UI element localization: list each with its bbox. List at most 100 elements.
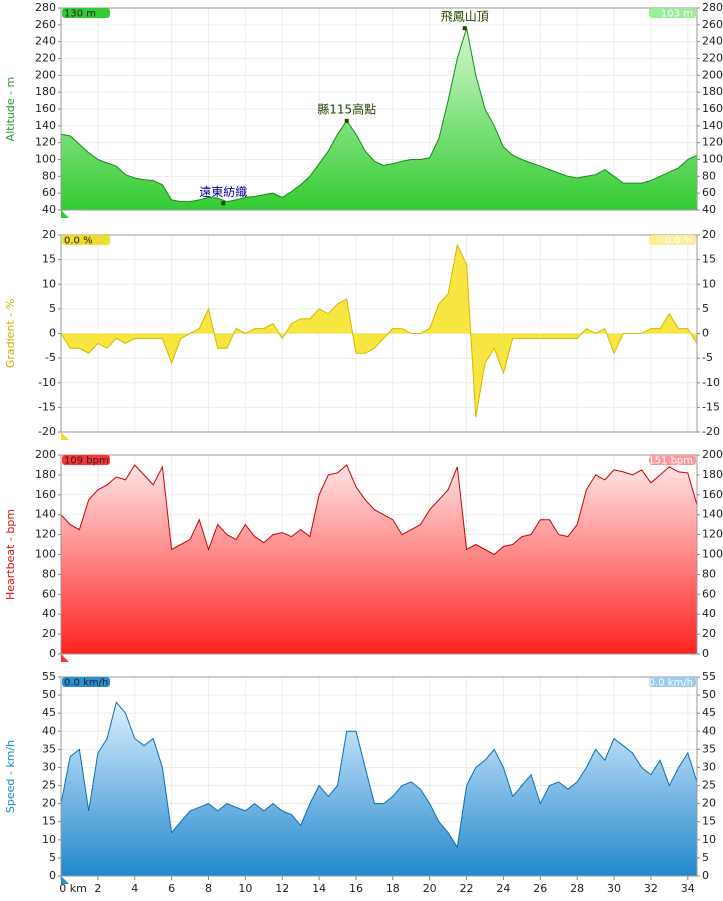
y-tick-label: 0 <box>49 869 56 882</box>
y-axis-label: Gradient - % <box>4 299 17 368</box>
y-tick-label: 280 <box>35 1 56 14</box>
y-axis-label: Speed - km/h <box>4 740 17 813</box>
y-tick-label-right: 0 <box>702 869 709 882</box>
y-tick-label: 20 <box>42 627 56 640</box>
x-tick-label: 20 <box>423 882 437 895</box>
y-tick-label-right: 60 <box>702 587 716 600</box>
y-tick-label: 25 <box>42 779 56 792</box>
start-label: 109 bpm <box>64 456 109 467</box>
corner-marker <box>61 432 69 440</box>
area-line <box>60 28 698 203</box>
y-tick-label-right: 40 <box>702 724 716 737</box>
x-tick-label: 6 <box>168 882 175 895</box>
y-tick-label: 0 <box>49 327 56 340</box>
annotation-label: 飛鳳山頂 <box>441 10 489 24</box>
y-tick-label-right: 100 <box>702 548 723 561</box>
plot-frame <box>60 7 698 211</box>
x-tick-label: 8 <box>205 882 212 895</box>
x-tick-label: 30 <box>607 882 621 895</box>
annotation-marker <box>344 118 349 123</box>
area-line <box>60 701 698 849</box>
y-tick-label: -10 <box>38 376 56 389</box>
area-fill <box>61 28 697 211</box>
y-tick-label: 10 <box>42 277 56 290</box>
y-tick-label-right: -15 <box>702 400 720 413</box>
y-tick-label-right: 55 <box>702 670 716 683</box>
y-tick-label: 100 <box>35 153 56 166</box>
y-tick-label: 20 <box>42 228 56 241</box>
y-tick-label-right: -5 <box>702 351 713 364</box>
x-tick-label: 14 <box>312 882 326 895</box>
y-tick-label-right: 60 <box>702 186 716 199</box>
y-tick-label-right: 0 <box>702 327 709 340</box>
y-tick-label: 40 <box>42 607 56 620</box>
start-badge <box>62 235 110 245</box>
y-tick-label-right: 200 <box>702 68 723 81</box>
plot-frame <box>60 454 698 655</box>
y-tick-label: 30 <box>42 760 56 773</box>
x-tick-label: 22 <box>460 882 474 895</box>
annotation-label: 遠東紡織 <box>199 184 247 199</box>
y-tick-label: -15 <box>38 400 56 413</box>
start-label: 0.0 % <box>64 236 93 247</box>
y-tick-label: 60 <box>42 186 56 199</box>
y-tick-label: 220 <box>35 52 56 65</box>
plot-frame <box>60 234 698 433</box>
x-tick-label: 32 <box>644 882 658 895</box>
y-tick-label-right: 180 <box>702 468 723 481</box>
y-tick-label-right: 20 <box>702 797 716 810</box>
y-tick-label-right: 5 <box>702 302 709 315</box>
y-tick-label-right: 80 <box>702 567 716 580</box>
x-tick-label: 18 <box>386 882 400 895</box>
y-tick-label: 45 <box>42 706 56 719</box>
y-axis-label: Altitude - m <box>4 77 17 142</box>
x-tick-label: 12 <box>275 882 289 895</box>
y-tick-label-right: 20 <box>702 627 716 640</box>
y-tick-label-right: 0 <box>702 647 709 660</box>
y-tick-label: 10 <box>42 833 56 846</box>
y-tick-label: 180 <box>35 468 56 481</box>
x-tick-label: 16 <box>349 882 363 895</box>
end-badge <box>649 235 696 245</box>
y-tick-label: 100 <box>35 548 56 561</box>
corner-marker <box>61 654 69 662</box>
y-tick-label-right: 120 <box>702 136 723 149</box>
start-badge <box>62 677 110 687</box>
y-tick-label: 80 <box>42 169 56 182</box>
y-tick-label-right: 160 <box>702 488 723 501</box>
y-tick-label-right: 140 <box>702 119 723 132</box>
y-tick-label: 5 <box>49 851 56 864</box>
y-tick-label: 160 <box>35 488 56 501</box>
y-tick-label-right: 10 <box>702 833 716 846</box>
area-fill <box>61 465 697 654</box>
start-label: 0.0 km/h <box>64 678 108 689</box>
start-label: 130 m <box>64 9 96 20</box>
area-line <box>60 243 698 418</box>
y-tick-label-right: 80 <box>702 169 716 182</box>
y-tick-label-right: 120 <box>702 528 723 541</box>
end-label: 0.0 % <box>664 236 693 247</box>
x-tick-label: 34 <box>681 882 695 895</box>
area-fill <box>61 702 697 876</box>
y-tick-label-right: 35 <box>702 742 716 755</box>
y-tick-label: 160 <box>35 102 56 115</box>
y-tick-label: 15 <box>42 815 56 828</box>
y-tick-label: -5 <box>45 351 56 364</box>
y-tick-label-right: 100 <box>702 153 723 166</box>
y-tick-label-right: 25 <box>702 779 716 792</box>
y-tick-label: 15 <box>42 253 56 266</box>
y-tick-label: 200 <box>35 448 56 461</box>
y-tick-label: 120 <box>35 136 56 149</box>
annotation-label: 縣115高點 <box>317 101 376 116</box>
end-badge <box>649 455 696 465</box>
y-tick-label-right: 45 <box>702 706 716 719</box>
y-tick-label-right: -20 <box>702 425 720 438</box>
end-badge <box>649 8 696 18</box>
y-tick-label-right: 15 <box>702 815 716 828</box>
y-tick-label: 60 <box>42 587 56 600</box>
y-tick-label: -20 <box>38 425 56 438</box>
y-axis-label: Heartbeat - bpm <box>4 509 17 600</box>
end-badge <box>649 677 696 687</box>
corner-marker <box>61 876 69 884</box>
y-tick-label-right: 40 <box>702 203 716 216</box>
